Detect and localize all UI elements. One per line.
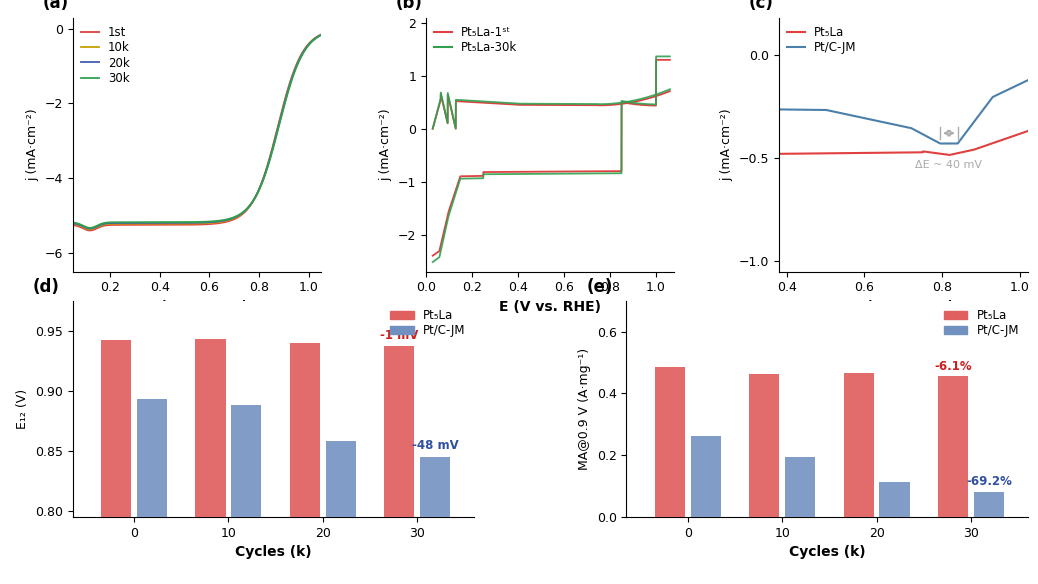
10k bbox=[218, 218, 230, 225]
X-axis label: E (V vs. RHE): E (V vs. RHE) bbox=[146, 300, 248, 314]
X-axis label: Cycles (k): Cycles (k) bbox=[235, 545, 311, 559]
Legend: Pt₅La, Pt/C-JM: Pt₅La, Pt/C-JM bbox=[941, 307, 1021, 340]
Y-axis label: j (mA·cm⁻²): j (mA·cm⁻²) bbox=[26, 108, 39, 181]
Text: (e): (e) bbox=[586, 279, 612, 297]
Legend: Pt₅La, Pt/C-JM: Pt₅La, Pt/C-JM bbox=[388, 307, 468, 340]
Line: 1st: 1st bbox=[73, 34, 322, 231]
30k bbox=[225, 215, 238, 222]
Line: 30k: 30k bbox=[73, 35, 322, 228]
Text: -48 mV: -48 mV bbox=[412, 439, 459, 452]
10k bbox=[211, 219, 223, 226]
Bar bbox=[655, 367, 685, 517]
X-axis label: E (V vs. RHE): E (V vs. RHE) bbox=[499, 300, 601, 314]
Bar bbox=[420, 457, 450, 584]
10k bbox=[225, 216, 238, 223]
30k bbox=[84, 224, 97, 231]
10k bbox=[82, 225, 94, 232]
1st bbox=[316, 31, 328, 38]
1st bbox=[82, 227, 94, 234]
Bar bbox=[879, 482, 909, 517]
30k bbox=[218, 217, 230, 224]
30k bbox=[66, 219, 79, 226]
Bar bbox=[844, 373, 874, 517]
20k bbox=[84, 225, 97, 232]
10k bbox=[316, 31, 328, 38]
Y-axis label: MA@0.9 V (A·mg⁻¹): MA@0.9 V (A·mg⁻¹) bbox=[578, 347, 591, 470]
20k bbox=[255, 180, 268, 187]
Bar bbox=[938, 376, 968, 517]
20k bbox=[218, 217, 230, 224]
Bar bbox=[290, 343, 320, 584]
Text: (b): (b) bbox=[395, 0, 422, 12]
Legend: Pt₅La-1ˢᵗ, Pt₅La-30k: Pt₅La-1ˢᵗ, Pt₅La-30k bbox=[432, 23, 520, 57]
30k bbox=[211, 217, 223, 224]
Text: ΔE ~ 40 mV: ΔE ~ 40 mV bbox=[916, 160, 982, 170]
10k bbox=[84, 226, 97, 233]
30k bbox=[281, 92, 294, 99]
1st bbox=[225, 217, 238, 224]
Y-axis label: E₁₂ (V): E₁₂ (V) bbox=[17, 389, 29, 429]
20k bbox=[82, 225, 94, 232]
1st bbox=[281, 88, 294, 95]
Text: -1 mV: -1 mV bbox=[380, 329, 418, 342]
20k bbox=[281, 91, 294, 98]
Text: -69.2%: -69.2% bbox=[966, 475, 1012, 488]
Bar bbox=[231, 405, 262, 584]
10k bbox=[255, 180, 268, 187]
20k bbox=[316, 32, 328, 39]
Legend: Pt₅La, Pt/C-JM: Pt₅La, Pt/C-JM bbox=[785, 23, 859, 57]
1st bbox=[66, 221, 79, 228]
Y-axis label: j (mA·cm⁻²): j (mA·cm⁻²) bbox=[379, 108, 392, 181]
30k bbox=[255, 180, 268, 187]
30k bbox=[316, 32, 328, 39]
20k bbox=[211, 218, 223, 225]
20k bbox=[66, 220, 79, 227]
Y-axis label: j (mA·cm⁻²): j (mA·cm⁻²) bbox=[720, 108, 733, 181]
Bar bbox=[690, 436, 720, 517]
1st bbox=[255, 179, 268, 186]
Text: (d): (d) bbox=[32, 279, 59, 297]
Text: -6.1%: -6.1% bbox=[934, 360, 972, 373]
Text: (c): (c) bbox=[749, 0, 774, 12]
Bar bbox=[326, 442, 356, 584]
Bar bbox=[974, 492, 1004, 517]
X-axis label: E (V vs. RHE): E (V vs. RHE) bbox=[852, 300, 954, 314]
Line: 20k: 20k bbox=[73, 35, 322, 228]
10k bbox=[66, 221, 79, 228]
Bar bbox=[101, 340, 131, 584]
1st bbox=[211, 220, 223, 227]
Legend: 1st, 10k, 20k, 30k: 1st, 10k, 20k, 30k bbox=[79, 23, 132, 87]
1st bbox=[218, 219, 230, 226]
Text: (a): (a) bbox=[43, 0, 69, 12]
Bar bbox=[785, 457, 815, 517]
Bar bbox=[137, 399, 167, 584]
Bar bbox=[384, 346, 414, 584]
Line: 10k: 10k bbox=[73, 34, 322, 230]
Bar bbox=[749, 374, 780, 517]
20k bbox=[225, 215, 238, 223]
X-axis label: Cycles (k): Cycles (k) bbox=[789, 545, 866, 559]
Bar bbox=[195, 339, 225, 584]
1st bbox=[84, 227, 97, 234]
10k bbox=[281, 90, 294, 97]
30k bbox=[82, 224, 94, 231]
